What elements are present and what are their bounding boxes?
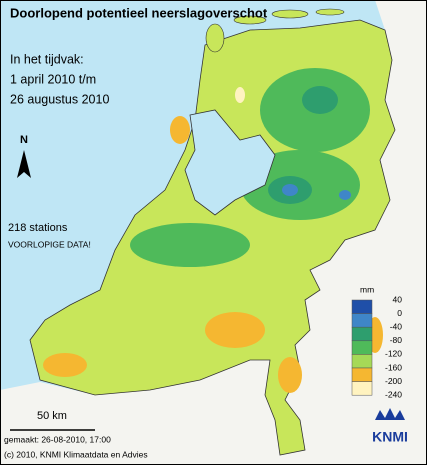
ijsselmeer (184, 109, 276, 216)
legend-unit: mm (360, 284, 374, 294)
field (278, 357, 302, 393)
copyright: (c) 2010, KNMI Klimaatdata en Advies (4, 449, 148, 459)
field (43, 353, 87, 377)
field (235, 87, 245, 103)
preliminary-note: VOORLOPIGE DATA! (8, 239, 91, 249)
stations: 218 stations (8, 222, 68, 234)
scale-label: 50 km (37, 410, 67, 422)
legend-swatch (351, 381, 373, 396)
precipitation-fields (43, 68, 383, 393)
field (339, 190, 351, 200)
made-date: gemaakt: 26-08-2010, 17:00 (4, 434, 111, 444)
field (282, 184, 298, 196)
title: Doorlopend potentieel neerslagoverschot (10, 5, 268, 20)
legend: 40 0 -40 -80 -120 -160 -200 -240 (351, 294, 403, 399)
island (205, 23, 225, 53)
island (233, 15, 267, 25)
north-label: N (20, 134, 28, 146)
field (302, 86, 338, 114)
island (271, 9, 309, 19)
legend-swatch (351, 299, 373, 314)
field (130, 223, 250, 267)
period-to: 26 augustus 2010 (10, 92, 109, 106)
legend-swatch (351, 340, 373, 355)
legend-swatch (351, 367, 373, 382)
legend-label: 40 (393, 294, 403, 304)
field (205, 312, 265, 348)
wadden-islands (205, 8, 345, 53)
logo-text: KNMI (372, 429, 408, 445)
legend-label: -160 (385, 362, 402, 372)
legend-label: -80 (390, 335, 403, 345)
north-arrow (17, 150, 31, 178)
legend-label: -240 (385, 389, 402, 399)
legend-swatch (351, 354, 373, 369)
legend-label: 0 (397, 308, 402, 318)
island (315, 8, 345, 16)
period-from: 1 april 2010 t/m (10, 72, 96, 86)
legend-label: -40 (390, 321, 403, 331)
period-label: In het tijdvak: (10, 52, 84, 66)
legend-swatch (351, 326, 373, 342)
legend-label: -200 (385, 376, 402, 386)
field (170, 116, 190, 144)
logo-crown (375, 408, 405, 420)
legend-swatch (351, 313, 373, 328)
legend-label: -120 (385, 349, 402, 359)
